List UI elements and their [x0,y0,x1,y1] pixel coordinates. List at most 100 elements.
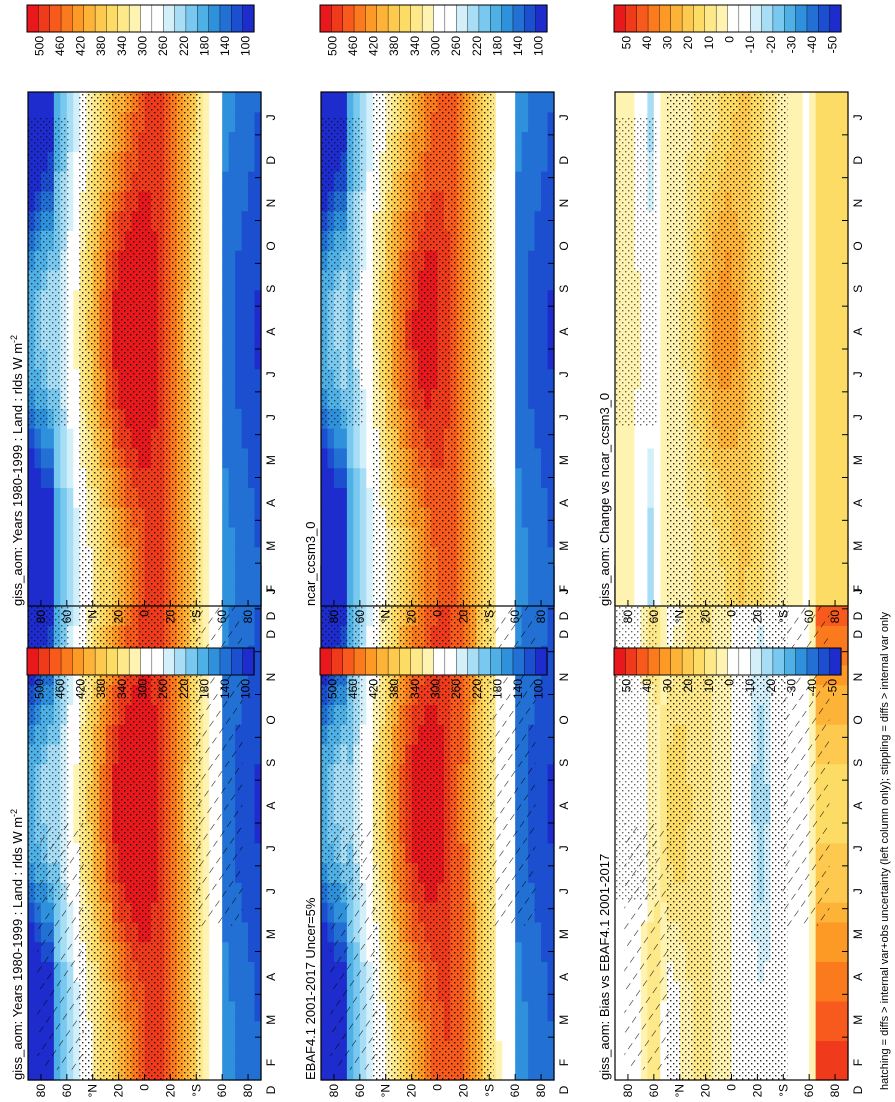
heatmap-cell [521,250,529,271]
heatmap-cell [248,171,256,192]
heatmap-cell [254,1020,262,1042]
heatmap-cell [502,1000,510,1022]
heatmap-cell [209,1020,217,1042]
heatmap-cell [209,210,217,231]
heatmap-cell [515,329,523,350]
heatmap-cell [209,487,217,508]
heatmap-cell [495,1040,503,1061]
heatmap-cell [835,743,843,765]
heatmap-cell [508,190,516,212]
heatmap-cell [235,1040,243,1061]
heatmap-cell [241,566,249,587]
heatmap-cell [215,190,223,212]
heatmap-cell [541,269,549,291]
heatmap-cell [541,823,549,844]
heatmap-cell [241,269,249,291]
heatmap-cell [228,586,236,607]
heatmap-cell [508,210,516,231]
heatmap-cell [333,447,342,469]
heatmap-cell [660,783,668,804]
heatmap-cell [248,1020,256,1042]
heatmap-cell [228,190,236,212]
heatmap-cell [321,487,329,508]
heatmap-cell [321,921,329,943]
heatmap-cell [502,1040,510,1061]
heatmap-cell [828,981,836,1002]
heatmap-cell [241,388,249,409]
heatmap-cell [521,921,529,943]
heatmap-cell [340,92,348,113]
heatmap-cell [254,882,262,903]
heatmap-cell [508,467,516,488]
heatmap-cell [534,171,542,192]
colorbar-swatch [117,4,130,33]
heatmap-cell [547,743,555,765]
heatmap-cell [73,250,81,271]
heatmap-cell [66,111,74,133]
heatmap-cell [359,763,367,785]
heatmap-cell [796,1040,804,1061]
heatmap-cell [66,1060,74,1081]
heatmap-cell [353,92,361,113]
heatmap-cell [34,487,42,508]
heatmap-cell [835,1000,843,1022]
panel-title-p1: giss_aom: Years 1980-1999 : Land : rlds … [9,809,25,1080]
heatmap-cell [495,447,503,469]
heatmap-cell [73,546,81,568]
heatmap-cell [73,309,81,330]
heatmap-cell [228,487,236,508]
colorbar-swatch [501,647,514,676]
heatmap-cell [822,961,830,982]
heatmap-cell [241,230,249,251]
heatmap-cell [248,507,256,528]
heatmap-cell [353,1060,361,1081]
month-tick-label: F [557,1059,571,1066]
heatmap-cell [515,309,523,330]
heatmap-cell [515,289,523,311]
heatmap-cell [528,250,536,271]
heatmap-cell [366,586,374,607]
heatmap-cell [534,625,542,646]
colorbar-label: 380 [387,679,401,699]
heatmap-cell [534,467,542,488]
heatmap-cell [828,902,836,923]
heatmap-cell [333,526,342,548]
heatmap-cell [215,171,223,192]
heatmap-cell [254,625,262,646]
heatmap-cell [60,487,68,508]
heatmap-cell [66,250,74,271]
heatmap-cell [346,586,354,607]
heatmap-cell [241,586,249,607]
heatmap-cell [508,250,516,271]
month-axis-end-label: D [264,611,278,620]
heatmap-cell [73,210,81,231]
heatmap-cell [547,1060,555,1081]
heatmap-cell [215,349,223,370]
heatmap-cell [789,1020,797,1042]
month-tick-label: M [557,929,571,939]
heatmap-cell [241,1000,249,1022]
heatmap-cell [66,388,74,409]
month-tick-label: A [557,973,571,981]
heatmap-cell [508,1040,516,1061]
colorbar-swatch [117,647,130,676]
heatmap-cell [241,1060,249,1081]
heatmap-cell [353,467,361,488]
heatmap-cell [495,981,503,1002]
heatmap-cell [235,981,243,1002]
heatmap-cell [528,1040,536,1061]
heatmap-cell [228,507,236,528]
heatmap-cell [541,921,549,943]
heatmap-cell [40,546,49,568]
heatmap-cell [235,289,243,311]
lat-tick-label: 60 [60,610,74,624]
heatmap-cell [34,526,42,548]
heatmap-cell [547,704,555,725]
heatmap-cell [660,803,668,824]
heatmap-cell [215,1020,223,1042]
heatmap-cell [209,961,217,982]
heatmap-cell [53,1060,61,1081]
heatmap-cell [534,1040,542,1061]
month-tick-label: J [264,371,278,377]
